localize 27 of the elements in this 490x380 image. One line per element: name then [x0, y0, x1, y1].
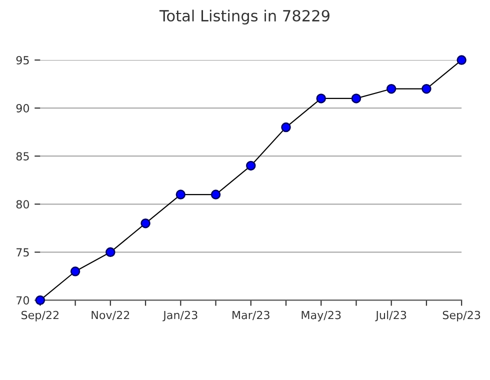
point — [351, 94, 362, 104]
point — [316, 94, 326, 104]
x-tick-label: Mar/23 — [232, 310, 270, 320]
y-tick-label: 80 — [16, 200, 30, 209]
x-tick-label: Jul/23 — [375, 310, 406, 322]
y-tick-label: 75 — [16, 248, 29, 257]
x-tick-label: May/23 — [302, 310, 341, 322]
point — [386, 84, 396, 94]
x-tick-label: Nov/22 — [92, 310, 130, 320]
point — [176, 190, 186, 200]
point — [456, 55, 466, 65]
point — [35, 295, 46, 306]
point — [281, 122, 291, 132]
y-tick-label: 70 — [16, 296, 30, 305]
y-tick-label: 95 — [16, 56, 29, 64]
x-tick-label: Sep/22 — [22, 310, 58, 322]
point — [70, 266, 80, 276]
chart-title: Total Listings in 78229 — [159, 10, 330, 24]
x-tick-label: Sep/23 — [442, 310, 480, 322]
y-tick-label: 90 — [16, 104, 30, 112]
y-tick-label: 85 — [16, 152, 29, 160]
point — [140, 218, 150, 228]
point — [106, 247, 116, 258]
point — [246, 160, 256, 171]
point — [210, 190, 221, 200]
point — [422, 84, 432, 94]
x-tick-label: Jan/23 — [162, 310, 198, 322]
